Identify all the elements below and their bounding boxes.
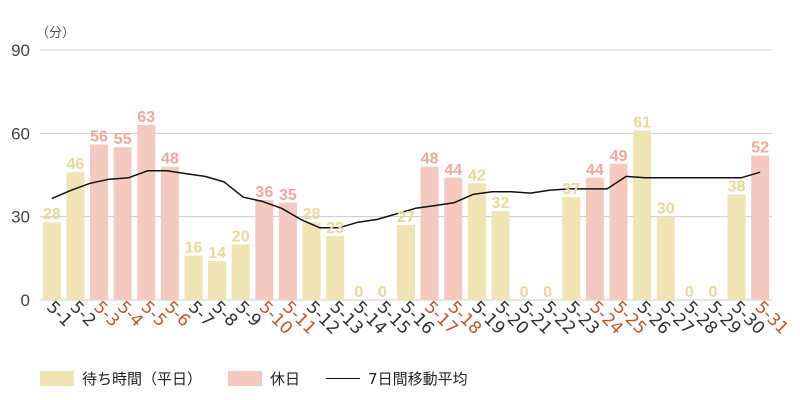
bar-5-30 bbox=[727, 194, 746, 300]
bar-5-31 bbox=[751, 155, 770, 300]
y-tick-label: 0 bbox=[21, 291, 30, 310]
value-label-5-2: 46 bbox=[67, 156, 85, 173]
bar-5-20 bbox=[491, 211, 510, 300]
bar-5-19 bbox=[467, 183, 486, 300]
bar-5-23 bbox=[562, 197, 581, 300]
bar-5-18 bbox=[444, 177, 463, 300]
bar-5-16 bbox=[397, 225, 415, 300]
value-label-5-30: 38 bbox=[728, 178, 746, 195]
legend-label-weekday: 待ち時間（平日） bbox=[82, 369, 203, 388]
legend: 待ち時間（平日） 休日 7日間移動平均 bbox=[40, 366, 494, 390]
bar-5-17 bbox=[420, 166, 439, 300]
value-label-5-6: 48 bbox=[161, 151, 179, 168]
value-label-5-12: 28 bbox=[303, 206, 321, 223]
bar-5-5 bbox=[137, 125, 156, 300]
y-tick-label: 60 bbox=[11, 124, 30, 143]
value-label-5-10: 36 bbox=[255, 184, 273, 201]
bar-5-4 bbox=[113, 147, 132, 300]
moving-average-polyline bbox=[51, 170, 761, 229]
value-label-5-22: 0 bbox=[543, 284, 552, 301]
weekday-swatch bbox=[40, 370, 74, 386]
bar-5-12 bbox=[302, 222, 321, 300]
bar-5-13 bbox=[326, 236, 345, 300]
x-axis-labels: 5-15-25-35-45-55-65-75-85-95-105-115-125… bbox=[42, 297, 792, 338]
legend-item-moving-average: 7日間移動平均 bbox=[326, 368, 468, 389]
bars bbox=[42, 125, 770, 300]
value-label-5-19: 42 bbox=[468, 167, 486, 184]
value-label-5-28: 0 bbox=[685, 284, 694, 301]
bar-5-3 bbox=[90, 144, 109, 300]
legend-label-moving-average: 7日間移動平均 bbox=[368, 369, 468, 388]
holiday-swatch bbox=[228, 370, 263, 386]
legend-label-holiday: 休日 bbox=[270, 369, 301, 388]
value-label-5-16: 27 bbox=[397, 209, 415, 226]
bar-5-25 bbox=[609, 163, 628, 300]
y-tick-label: 90 bbox=[11, 41, 30, 60]
value-label-5-7: 16 bbox=[185, 240, 203, 257]
value-label-5-20: 32 bbox=[492, 195, 510, 212]
value-label-5-18: 44 bbox=[444, 162, 462, 179]
bar-5-11 bbox=[278, 202, 297, 300]
value-label-5-8: 14 bbox=[208, 245, 226, 262]
value-label-5-21: 0 bbox=[520, 284, 529, 301]
value-label-5-11: 35 bbox=[279, 187, 297, 204]
bar-5-8 bbox=[208, 261, 227, 300]
value-label-5-13: 23 bbox=[326, 220, 344, 237]
value-label-5-25: 49 bbox=[610, 148, 628, 165]
value-label-5-1: 28 bbox=[43, 206, 61, 223]
bar-5-27 bbox=[656, 216, 675, 300]
value-label-5-17: 48 bbox=[421, 151, 439, 168]
value-label-5-29: 0 bbox=[709, 284, 718, 301]
bar-5-10 bbox=[255, 200, 274, 300]
y-tick-label: 30 bbox=[11, 208, 30, 227]
value-label-5-23: 37 bbox=[562, 181, 580, 198]
legend-item-holiday: 休日 bbox=[228, 368, 300, 389]
bar-5-26 bbox=[633, 130, 652, 300]
bar-5-7 bbox=[184, 255, 203, 300]
value-label-5-24: 44 bbox=[586, 162, 604, 179]
value-label-5-26: 61 bbox=[633, 115, 651, 132]
value-label-5-4: 55 bbox=[114, 131, 132, 148]
value-label-5-31: 52 bbox=[751, 140, 769, 157]
bar-5-6 bbox=[160, 166, 179, 300]
bar-5-9 bbox=[231, 244, 250, 300]
legend-item-weekday: 待ち時間（平日） bbox=[40, 368, 202, 389]
value-label-5-5: 63 bbox=[137, 109, 155, 126]
moving-average-swatch bbox=[326, 377, 361, 379]
bar-5-2 bbox=[66, 172, 85, 300]
bar-5-1 bbox=[42, 222, 61, 300]
value-label-5-15: 0 bbox=[378, 284, 387, 301]
value-label-5-9: 20 bbox=[232, 228, 250, 245]
value-label-5-27: 30 bbox=[657, 201, 675, 218]
y-axis-unit-label: （分） bbox=[36, 26, 75, 41]
value-label-5-14: 0 bbox=[354, 284, 363, 301]
moving-average-line bbox=[51, 170, 761, 229]
value-label-5-3: 56 bbox=[90, 128, 108, 145]
y-axis: 0 30 60 90 bbox=[11, 41, 30, 310]
bar-5-24 bbox=[585, 177, 604, 300]
